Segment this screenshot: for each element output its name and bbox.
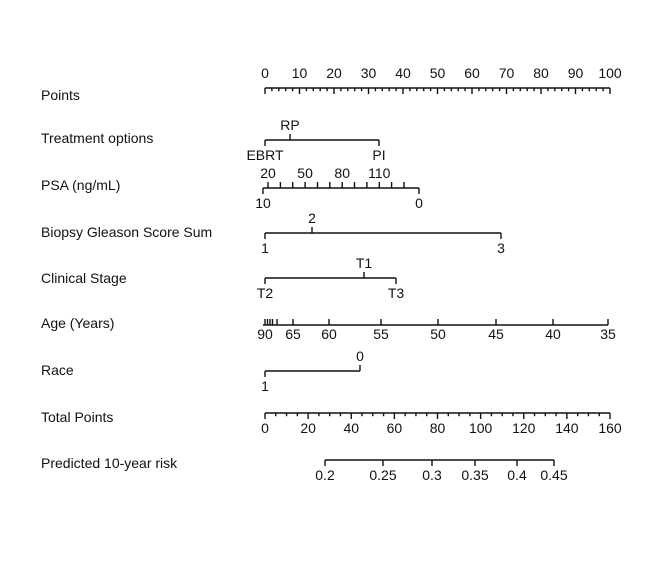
tick-label-age: 45 [488,326,504,342]
row-label-psa: PSA (ng/mL) [41,177,120,193]
row-label-age: Age (Years) [41,315,114,331]
tick-label-psa: 10 [255,195,271,211]
row-label-points: Points [41,87,80,103]
tick-label-age: 40 [545,326,561,342]
tick-label-points: 20 [326,65,342,81]
tick-label-risk: 0.3 [422,467,442,483]
row-label-total-points: Total Points [41,409,113,425]
tick-label-total-points: 40 [343,420,359,436]
tick-label-gleason: 2 [308,210,316,226]
tick-label-risk: 0.45 [540,467,567,483]
tick-label-total-points: 80 [430,420,446,436]
tick-label-treatment: EBRT [246,147,284,163]
tick-label-points: 60 [464,65,480,81]
tick-label-age: 55 [373,326,389,342]
tick-label-gleason: 1 [261,240,269,256]
tick-label-points: 40 [395,65,411,81]
tick-label-age: 50 [430,326,446,342]
tick-label-psa: 110 [368,165,391,181]
tick-label-age: 90 [257,326,273,342]
tick-label-points: 0 [261,65,269,81]
tick-label-psa: 80 [334,165,350,181]
tick-label-risk: 0.4 [507,467,527,483]
tick-label-treatment: PI [372,147,385,163]
tick-label-points: 30 [361,65,377,81]
row-label-treatment: Treatment options [41,130,153,146]
tick-label-psa: 0 [415,195,423,211]
tick-label-points: 100 [598,65,622,81]
tick-label-treatment: RP [280,117,299,133]
tick-label-stage: T2 [257,285,274,301]
row-label-gleason: Biopsy Gleason Score Sum [41,224,212,240]
tick-label-points: 10 [292,65,308,81]
tick-label-total-points: 20 [300,420,316,436]
tick-label-points: 80 [533,65,549,81]
row-label-stage: Clinical Stage [41,270,127,286]
tick-label-total-points: 60 [387,420,403,436]
tick-label-risk: 0.25 [369,467,396,483]
tick-label-total-points: 0 [261,420,269,436]
tick-label-race: 1 [261,378,269,394]
tick-label-risk: 0.2 [315,467,335,483]
tick-label-stage: T1 [356,255,373,271]
row-label-race: Race [41,362,74,378]
tick-label-points: 70 [499,65,515,81]
tick-label-age: 35 [600,326,616,342]
tick-label-total-points: 100 [469,420,493,436]
tick-label-gleason: 3 [497,240,505,256]
tick-label-total-points: 120 [512,420,536,436]
tick-label-points: 90 [568,65,584,81]
tick-label-race: 0 [356,348,364,364]
tick-label-stage: T3 [388,285,405,301]
tick-label-total-points: 160 [598,420,622,436]
row-label-risk: Predicted 10-year risk [41,455,178,471]
tick-label-points: 50 [430,65,446,81]
tick-label-total-points: 140 [555,420,579,436]
tick-label-psa: 20 [260,165,276,181]
tick-label-risk: 0.35 [461,467,488,483]
tick-label-age: 60 [321,326,337,342]
tick-label-psa: 50 [297,165,313,181]
tick-label-age: 65 [285,326,301,342]
